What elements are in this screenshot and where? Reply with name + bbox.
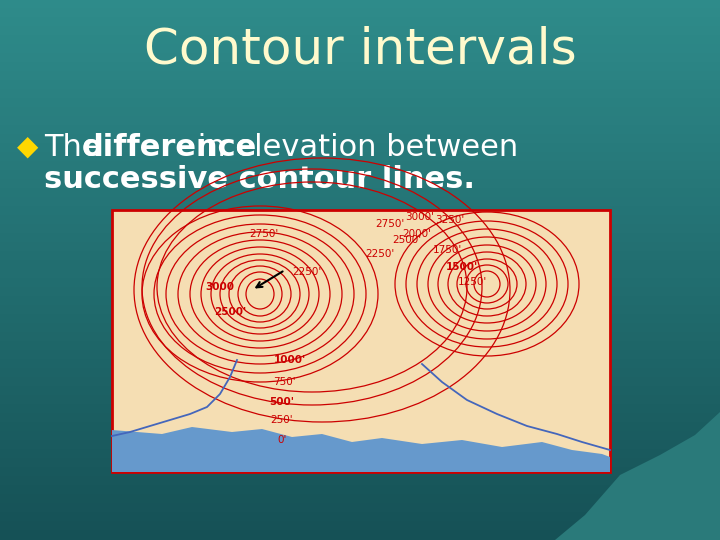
Bar bbox=[0, 108, 720, 117]
Bar bbox=[0, 225, 720, 234]
Text: 1000': 1000' bbox=[274, 355, 306, 365]
Bar bbox=[0, 99, 720, 108]
Bar bbox=[0, 54, 720, 63]
Text: 2500': 2500' bbox=[392, 235, 422, 245]
Bar bbox=[0, 135, 720, 144]
Bar bbox=[0, 81, 720, 90]
Bar bbox=[0, 279, 720, 288]
Bar bbox=[0, 396, 720, 405]
Text: difference: difference bbox=[82, 132, 257, 161]
Bar bbox=[0, 252, 720, 261]
Bar bbox=[0, 261, 720, 270]
Text: in elevation between: in elevation between bbox=[188, 132, 518, 161]
Text: 3000: 3000 bbox=[205, 282, 235, 292]
Bar bbox=[0, 495, 720, 504]
Bar bbox=[0, 342, 720, 351]
Bar bbox=[0, 36, 720, 45]
Bar bbox=[0, 126, 720, 135]
Text: 500': 500' bbox=[269, 397, 294, 407]
Bar bbox=[0, 162, 720, 171]
Bar bbox=[0, 522, 720, 531]
Bar bbox=[0, 351, 720, 360]
Text: 3000': 3000' bbox=[405, 212, 434, 222]
Bar bbox=[0, 468, 720, 477]
Bar bbox=[0, 117, 720, 126]
Text: 0': 0' bbox=[277, 435, 287, 445]
Bar bbox=[0, 270, 720, 279]
Bar bbox=[0, 45, 720, 54]
Polygon shape bbox=[555, 412, 720, 540]
Bar bbox=[0, 207, 720, 216]
Text: 2500': 2500' bbox=[214, 307, 246, 317]
Bar bbox=[0, 477, 720, 486]
Text: successive contour lines.: successive contour lines. bbox=[44, 165, 475, 194]
Bar bbox=[0, 369, 720, 378]
Text: The: The bbox=[44, 132, 110, 161]
Text: 750': 750' bbox=[273, 377, 295, 387]
Text: 1750': 1750' bbox=[433, 245, 462, 255]
Bar bbox=[0, 432, 720, 441]
Bar bbox=[0, 27, 720, 36]
Bar bbox=[0, 0, 720, 9]
Polygon shape bbox=[112, 427, 610, 472]
Bar bbox=[0, 459, 720, 468]
Bar bbox=[0, 216, 720, 225]
Bar bbox=[0, 441, 720, 450]
Bar bbox=[0, 504, 720, 513]
Bar bbox=[112, 210, 610, 472]
Bar bbox=[0, 324, 720, 333]
Text: 1500': 1500' bbox=[446, 262, 478, 272]
Bar bbox=[0, 288, 720, 297]
Text: 2250': 2250' bbox=[292, 267, 322, 277]
Text: 2750': 2750' bbox=[249, 229, 279, 239]
Bar bbox=[0, 63, 720, 72]
Bar bbox=[0, 198, 720, 207]
Bar bbox=[0, 72, 720, 81]
Bar bbox=[0, 486, 720, 495]
Bar bbox=[0, 189, 720, 198]
Text: 2750': 2750' bbox=[375, 219, 405, 229]
Text: ◆: ◆ bbox=[17, 133, 39, 161]
Bar bbox=[0, 234, 720, 243]
Bar bbox=[112, 210, 610, 472]
Bar bbox=[0, 423, 720, 432]
Bar bbox=[0, 414, 720, 423]
Text: Contour intervals: Contour intervals bbox=[143, 26, 577, 74]
Text: 2000': 2000' bbox=[402, 229, 431, 239]
Bar bbox=[0, 315, 720, 324]
Bar bbox=[0, 387, 720, 396]
Bar bbox=[0, 90, 720, 99]
Text: 3250': 3250' bbox=[436, 215, 464, 225]
Bar bbox=[0, 243, 720, 252]
Bar bbox=[0, 306, 720, 315]
Text: 2250': 2250' bbox=[365, 249, 395, 259]
Bar bbox=[0, 18, 720, 27]
Bar bbox=[0, 360, 720, 369]
Bar bbox=[0, 513, 720, 522]
Bar bbox=[0, 144, 720, 153]
Bar bbox=[0, 378, 720, 387]
Bar bbox=[0, 297, 720, 306]
Bar bbox=[0, 180, 720, 189]
Bar bbox=[0, 333, 720, 342]
Bar bbox=[0, 171, 720, 180]
Bar bbox=[0, 405, 720, 414]
Bar bbox=[0, 9, 720, 18]
Text: 250': 250' bbox=[271, 415, 293, 425]
Bar bbox=[0, 153, 720, 162]
Text: 1250': 1250' bbox=[457, 277, 487, 287]
Bar bbox=[0, 531, 720, 540]
Bar bbox=[0, 450, 720, 459]
